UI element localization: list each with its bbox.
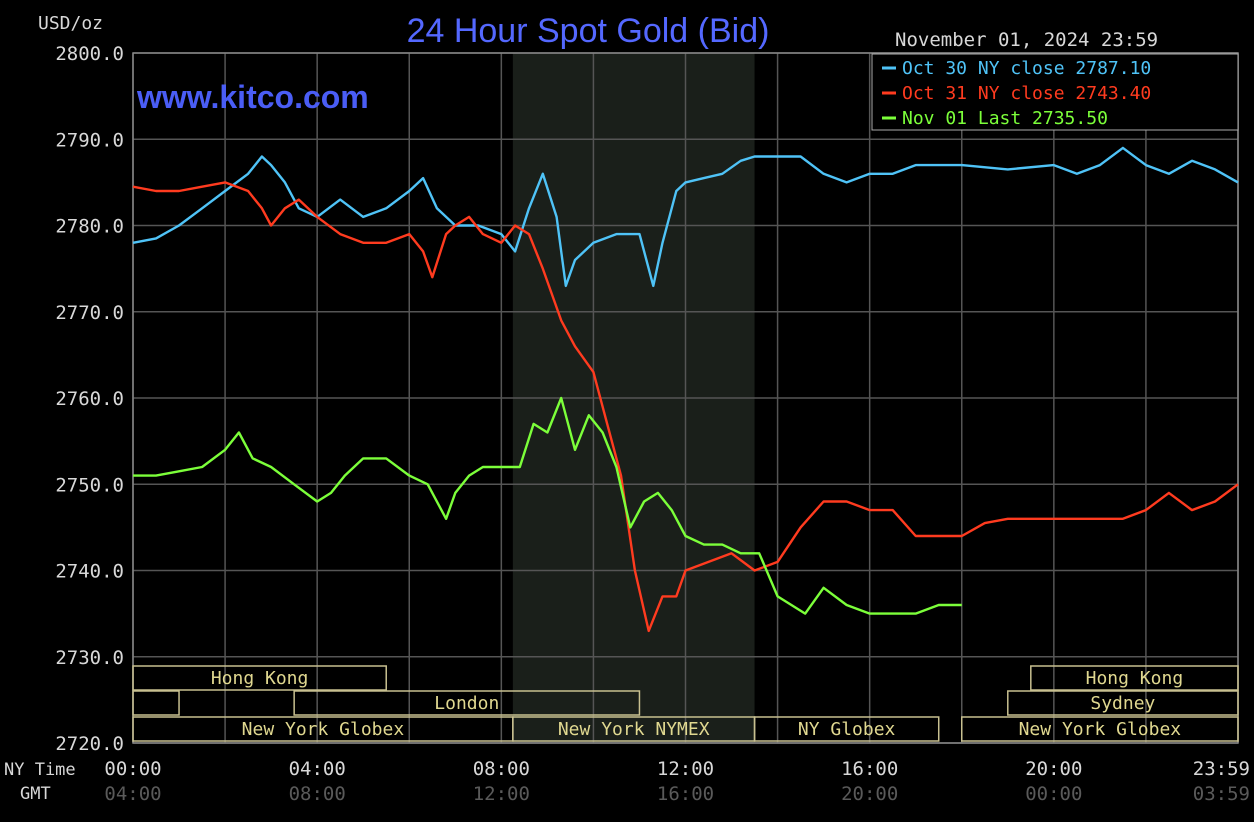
session-box [132, 690, 180, 716]
session-label: Hong Kong [1086, 668, 1184, 689]
watermark-text: www.kitco.com [136, 79, 369, 115]
y-tick-label: 2740.0 [55, 561, 124, 583]
session-box [293, 690, 641, 716]
session-box [961, 716, 1239, 742]
y-tick-label: 2750.0 [55, 474, 124, 496]
session-box [753, 716, 940, 742]
x-tick-label-ny: 12:00 [657, 758, 714, 780]
legend: Oct 30 NY close 2787.10 Oct 31 NY close 2… [871, 53, 1239, 131]
y-tick-label: 2780.0 [55, 216, 124, 238]
legend-entry: Oct 30 NY close 2787.10 [902, 58, 1151, 79]
session-label: New York Globex [1019, 719, 1182, 740]
x-tick-label-ny: 00:00 [104, 758, 161, 780]
y-tick-label: 2770.0 [55, 302, 124, 324]
x-tick-label-gmt: 00:00 [1025, 783, 1082, 805]
x-tick-label-gmt: 20:00 [841, 783, 898, 805]
y-tick-label: 2720.0 [55, 733, 124, 755]
x-tick-label-gmt: 04:00 [104, 783, 161, 805]
x-tick-label-ny: 08:00 [473, 758, 530, 780]
chart-title: 24 Hour Spot Gold (Bid) [407, 12, 770, 50]
series-line-3 [133, 396, 962, 615]
gmt-label: GMT [20, 784, 51, 804]
y-tick-label: 2800.0 [55, 43, 124, 65]
y-tick-label: 2730.0 [55, 647, 124, 669]
y-axis-label: USD/oz [38, 13, 103, 34]
series-line-1 [132, 146, 1239, 288]
session-box [1007, 690, 1239, 716]
x-tick-label-gmt: 03:59 [1193, 783, 1250, 805]
session-label: London [434, 693, 499, 714]
x-tick-label-ny: 20:00 [1025, 758, 1082, 780]
session-label: New York NYMEX [558, 719, 710, 740]
session-label: NY Globex [798, 719, 896, 740]
x-tick-label-gmt: 16:00 [657, 783, 714, 805]
session-box [1030, 665, 1239, 691]
session-label: Sydney [1090, 693, 1155, 714]
x-tick-label-ny: 04:00 [289, 758, 346, 780]
series-line-2 [132, 181, 1239, 633]
plot-border [132, 52, 1239, 744]
y-tick-label: 2790.0 [55, 129, 124, 151]
x-tick-label-ny: 16:00 [841, 758, 898, 780]
legend-entry: Oct 31 NY close 2743.40 [902, 83, 1151, 104]
session-label: New York Globex [242, 719, 405, 740]
legend-entry: Nov 01 Last 2735.50 [902, 108, 1108, 129]
ny-time-label: NY Time [4, 760, 76, 780]
x-tick-label-gmt: 08:00 [289, 783, 346, 805]
session-label: Hong Kong [211, 668, 309, 689]
timestamp: November 01, 2024 23:59 [895, 29, 1158, 51]
y-tick-label: 2760.0 [55, 388, 124, 410]
x-tick-label-ny: 23:59 [1193, 758, 1250, 780]
x-tick-label-gmt: 12:00 [473, 783, 530, 805]
session-box [132, 665, 387, 691]
